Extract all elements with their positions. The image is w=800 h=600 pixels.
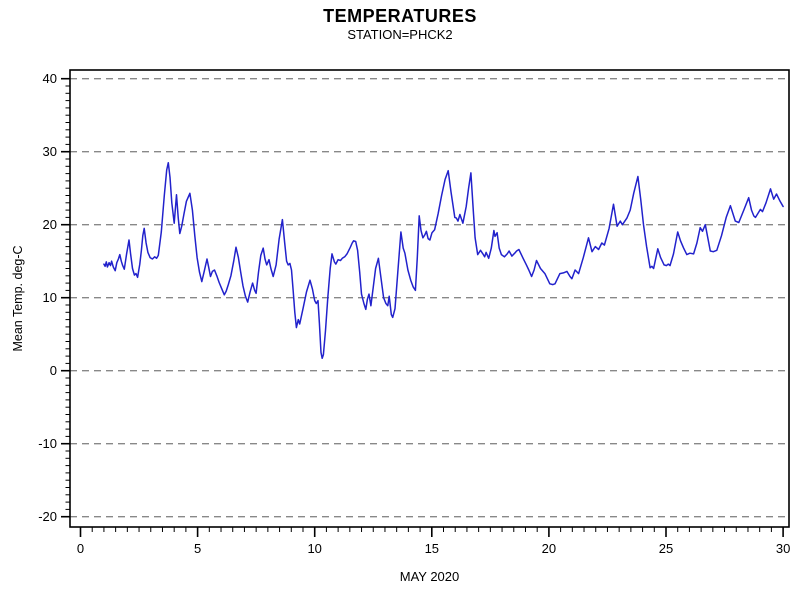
y-tick-label: 40 <box>43 71 57 86</box>
x-axis-title: MAY 2020 <box>400 569 460 584</box>
x-tick-label: 15 <box>425 541 439 556</box>
y-tick-label: 0 <box>50 363 57 378</box>
x-tick-label: 20 <box>542 541 556 556</box>
x-tick-label: 0 <box>77 541 84 556</box>
temperature-line <box>103 161 784 360</box>
y-tick-label: 30 <box>43 144 57 159</box>
chart-title: TEMPERATURES <box>323 6 477 26</box>
y-tick-label: -10 <box>38 436 57 451</box>
plot-frame <box>69 69 790 528</box>
x-tick-label: 10 <box>307 541 321 556</box>
y-tick-label: 10 <box>43 290 57 305</box>
x-tick-label: 25 <box>659 541 673 556</box>
x-tick-label: 30 <box>776 541 790 556</box>
chart-subtitle: STATION=PHCK2 <box>347 27 453 42</box>
y-tick-label: -20 <box>38 509 57 524</box>
y-tick-label: 20 <box>43 217 57 232</box>
x-tick-label: 5 <box>194 541 201 556</box>
y-axis-title: Mean Temp. deg-C <box>11 245 25 351</box>
